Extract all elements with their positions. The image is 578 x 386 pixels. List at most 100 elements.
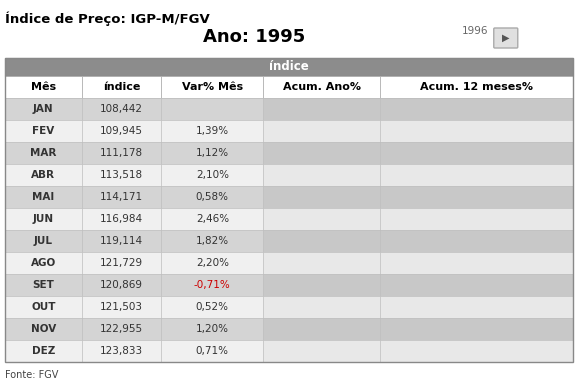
Text: Acum. Ano%: Acum. Ano% <box>283 82 361 92</box>
Text: 2,10%: 2,10% <box>196 170 229 180</box>
FancyBboxPatch shape <box>494 28 518 48</box>
Bar <box>5 296 81 318</box>
Text: 119,114: 119,114 <box>100 236 143 246</box>
Bar <box>81 120 161 142</box>
Text: 113,518: 113,518 <box>100 170 143 180</box>
Text: ABR: ABR <box>31 170 55 180</box>
Text: 123,833: 123,833 <box>100 346 143 356</box>
Text: 0,52%: 0,52% <box>196 302 229 312</box>
Text: 114,171: 114,171 <box>100 192 143 202</box>
Bar <box>5 58 573 362</box>
Bar <box>161 274 264 296</box>
Bar <box>81 230 161 252</box>
Bar <box>380 208 573 230</box>
Bar <box>380 186 573 208</box>
Bar <box>81 208 161 230</box>
Text: Índice de Preço: IGP-M/FGV: Índice de Preço: IGP-M/FGV <box>5 12 210 27</box>
Text: 0,58%: 0,58% <box>196 192 229 202</box>
Text: 0,71%: 0,71% <box>196 346 229 356</box>
Bar <box>161 186 264 208</box>
Bar <box>81 318 161 340</box>
Bar <box>264 98 380 120</box>
Bar <box>264 208 380 230</box>
Text: AGO: AGO <box>31 258 56 268</box>
Bar <box>161 252 264 274</box>
Bar <box>81 340 161 362</box>
Bar <box>81 142 161 164</box>
Text: índice: índice <box>103 82 140 92</box>
Text: 109,945: 109,945 <box>100 126 143 136</box>
Bar <box>264 318 380 340</box>
Text: Var% Mês: Var% Mês <box>181 82 243 92</box>
Text: 122,955: 122,955 <box>100 324 143 334</box>
Text: MAR: MAR <box>30 148 57 158</box>
Bar <box>5 252 81 274</box>
Text: DEZ: DEZ <box>32 346 55 356</box>
Bar <box>264 76 380 98</box>
Text: 121,729: 121,729 <box>100 258 143 268</box>
Bar <box>380 318 573 340</box>
Text: Mês: Mês <box>31 82 56 92</box>
Bar <box>264 340 380 362</box>
Text: 111,178: 111,178 <box>100 148 143 158</box>
Text: JAN: JAN <box>33 104 54 114</box>
Text: 121,503: 121,503 <box>100 302 143 312</box>
Bar <box>380 164 573 186</box>
Bar <box>264 164 380 186</box>
Text: NOV: NOV <box>31 324 56 334</box>
Bar <box>161 142 264 164</box>
Bar <box>264 186 380 208</box>
Text: Ano: 1995: Ano: 1995 <box>203 28 305 46</box>
Bar <box>5 58 573 76</box>
Text: 2,46%: 2,46% <box>196 214 229 224</box>
Text: OUT: OUT <box>31 302 55 312</box>
Bar <box>81 98 161 120</box>
Bar <box>380 252 573 274</box>
Text: JUN: JUN <box>33 214 54 224</box>
Bar <box>5 274 81 296</box>
Bar <box>161 296 264 318</box>
Bar <box>380 120 573 142</box>
Bar <box>380 76 573 98</box>
Bar <box>5 340 81 362</box>
Bar <box>380 230 573 252</box>
Bar <box>380 98 573 120</box>
Bar <box>161 230 264 252</box>
Bar <box>5 142 81 164</box>
Bar <box>161 340 264 362</box>
Bar <box>5 208 81 230</box>
Bar <box>264 120 380 142</box>
Text: FEV: FEV <box>32 126 54 136</box>
Bar <box>81 164 161 186</box>
Text: SET: SET <box>32 280 54 290</box>
Text: 1,20%: 1,20% <box>196 324 229 334</box>
Bar <box>5 120 81 142</box>
Text: 116,984: 116,984 <box>100 214 143 224</box>
Text: 1,82%: 1,82% <box>196 236 229 246</box>
Text: -0,71%: -0,71% <box>194 280 231 290</box>
Bar <box>380 142 573 164</box>
Bar <box>161 120 264 142</box>
Text: 1,39%: 1,39% <box>196 126 229 136</box>
Bar <box>81 186 161 208</box>
Text: Fonte: FGV: Fonte: FGV <box>5 370 58 380</box>
Text: ▶: ▶ <box>502 33 510 43</box>
Bar <box>264 296 380 318</box>
Text: índice: índice <box>269 61 309 73</box>
Bar <box>264 142 380 164</box>
Text: 1,12%: 1,12% <box>196 148 229 158</box>
Bar <box>264 274 380 296</box>
Bar <box>380 296 573 318</box>
Text: JUL: JUL <box>34 236 53 246</box>
Bar <box>161 98 264 120</box>
Text: 2,20%: 2,20% <box>196 258 229 268</box>
Bar <box>5 76 81 98</box>
Bar <box>5 164 81 186</box>
Bar <box>5 186 81 208</box>
Text: 120,869: 120,869 <box>100 280 143 290</box>
Bar <box>161 318 264 340</box>
Bar <box>380 274 573 296</box>
Text: Acum. 12 meses%: Acum. 12 meses% <box>420 82 533 92</box>
Bar <box>81 274 161 296</box>
Bar <box>380 340 573 362</box>
